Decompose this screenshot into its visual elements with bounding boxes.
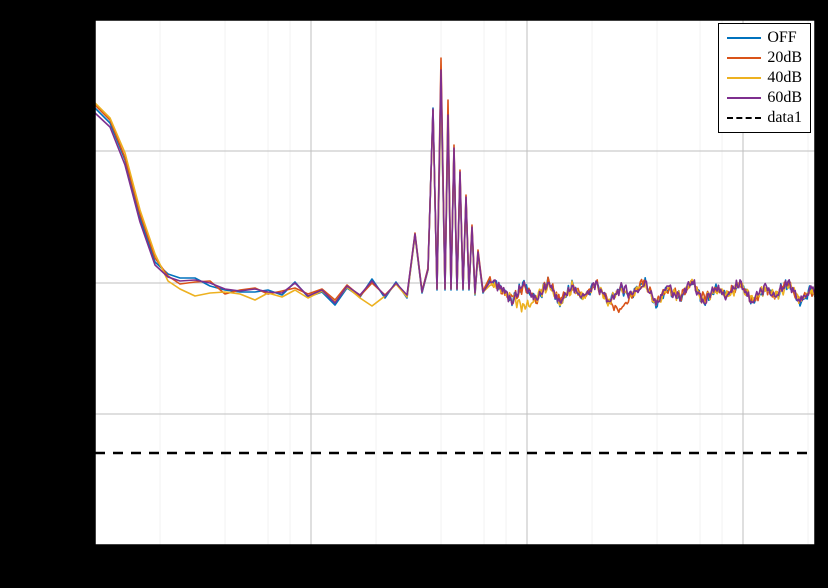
legend-swatch [727, 117, 761, 119]
legend-item-4: data1 [727, 108, 802, 128]
legend-label: 40dB [767, 69, 802, 87]
legend-label: 20dB [767, 49, 802, 67]
legend-swatch [727, 57, 761, 59]
legend-label: OFF [767, 29, 796, 47]
legend-swatch [727, 77, 761, 79]
legend: OFF 20dB 40dB 60dB data1 [718, 23, 811, 133]
legend-item-3: 60dB [727, 88, 802, 108]
legend-item-0: OFF [727, 28, 802, 48]
series-group [95, 58, 815, 312]
legend-item-2: 40dB [727, 68, 802, 88]
legend-label: data1 [767, 109, 802, 127]
legend-item-1: 20dB [727, 48, 802, 68]
legend-swatch [727, 97, 761, 99]
chart-svg [0, 0, 828, 588]
legend-label: 60dB [767, 89, 802, 107]
series-60dB [95, 70, 815, 305]
legend-swatch [727, 37, 761, 39]
